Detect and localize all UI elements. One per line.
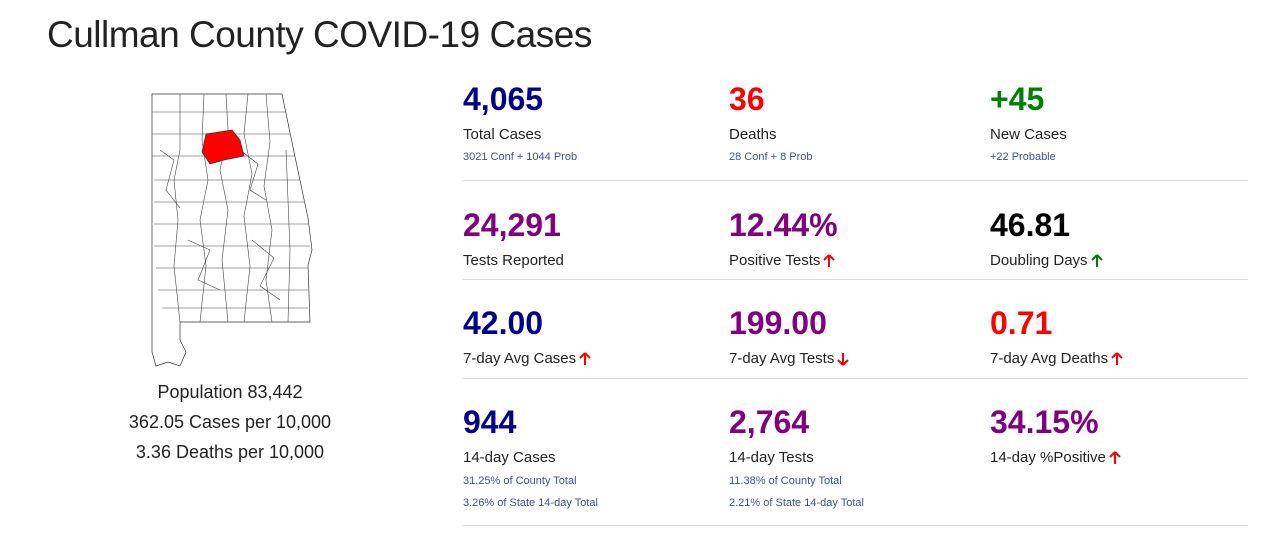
stat-total-cases: 4,065 Total Cases 3021 Conf + 1044 Prob [463,75,577,163]
stat-14day-positive: 34.15% 14-day %Positive [990,379,1121,466]
tests-14-sub2: 2.21% of State 14-day Total [729,497,864,509]
positive-tests-value: 12.44% [729,207,838,243]
doubling-days-value: 46.81 [990,207,1071,243]
stat-tests-reported: 24,291 Tests Reported [463,181,564,269]
cases-14-label: 14-day Cases [463,449,556,466]
arrow-down-icon [837,352,850,366]
avg-cases-7-value: 42.00 [463,305,544,341]
deaths-value: 36 [729,81,765,117]
arrow-up-icon [1111,351,1123,365]
arrow-up-icon [1109,450,1121,464]
tests-reported-label: Tests Reported [463,252,564,269]
deaths-per-10000-text: 3.36 Deaths per 10,000 [135,442,325,462]
tests-reported-value: 24,291 [463,207,561,243]
avg-deaths-7-label: 7-day Avg Deaths [990,350,1123,367]
positive-14-value: 34.15% [990,404,1099,440]
stat-new-cases: +45 New Cases +22 Probable [990,75,1067,163]
avg-tests-7-label: 7-day Avg Tests [729,350,850,367]
stat-14day-cases: 944 14-day Cases 31.25% of County Total … [463,379,598,509]
stat-14day-tests: 2,764 14-day Tests 11.38% of County Tota… [729,379,864,509]
tests-14-value: 2,764 [729,404,810,440]
stat-7day-avg-tests: 199.00 7-day Avg Tests [729,280,850,367]
doubling-days-label: Doubling Days [990,252,1103,269]
stats-grid: 4,065 Total Cases 3021 Conf + 1044 Prob … [463,75,1248,526]
positive-tests-label: Positive Tests [729,252,838,269]
state-outline [151,93,313,367]
arrow-up-icon [823,253,836,267]
alabama-map-svg [151,93,313,367]
cases-14-value: 944 [463,404,517,440]
arrow-up-icon [579,351,591,365]
stats-row-4: 944 14-day Cases 31.25% of County Total … [463,379,1248,526]
positive-14-label: 14-day %Positive [990,449,1121,466]
total-cases-sub: 3021 Conf + 1044 Prob [463,151,578,163]
stats-row-2: 24,291 Tests Reported 12.44% Positive Te… [463,181,1248,280]
cases-per-10000-text: 362.05 Cases per 10,000 [128,412,332,432]
arrow-up-icon [1090,253,1103,267]
alabama-county-map[interactable] [140,90,320,370]
deaths-label: Deaths [729,126,777,143]
population-text: Population 83,442 [157,382,303,402]
page-title: Cullman County COVID-19 Cases [47,14,592,55]
avg-tests-7-value: 199.00 [729,305,827,341]
stats-row-1: 4,065 Total Cases 3021 Conf + 1044 Prob … [463,75,1248,181]
tests-14-label: 14-day Tests [729,449,814,466]
stat-deaths: 36 Deaths 28 Conf + 8 Prob [729,75,812,163]
new-cases-value: +45 [990,81,1045,117]
stat-doubling-days: 46.81 Doubling Days [990,181,1103,269]
stats-row-3: 42.00 7-day Avg Cases 199.00 7-day Avg T… [463,280,1248,379]
total-cases-value: 4,065 [463,81,544,117]
avg-deaths-7-value: 0.71 [990,305,1053,341]
stat-7day-avg-deaths: 0.71 7-day Avg Deaths [990,280,1123,367]
cases-14-sub1: 31.25% of County Total [463,475,577,487]
new-cases-sub: +22 Probable [990,151,1056,163]
new-cases-label: New Cases [990,126,1067,143]
cullman-county-highlight [201,129,245,165]
stat-7day-avg-cases: 42.00 7-day Avg Cases [463,280,591,367]
stat-positive-tests: 12.44% Positive Tests [729,181,838,269]
cases-14-sub2: 3.26% of State 14-day Total [463,497,598,509]
total-cases-label: Total Cases [463,126,542,143]
deaths-sub: 28 Conf + 8 Prob [729,151,813,163]
avg-cases-7-label: 7-day Avg Cases [463,350,591,367]
tests-14-sub1: 11.38% of County Total [729,475,842,487]
